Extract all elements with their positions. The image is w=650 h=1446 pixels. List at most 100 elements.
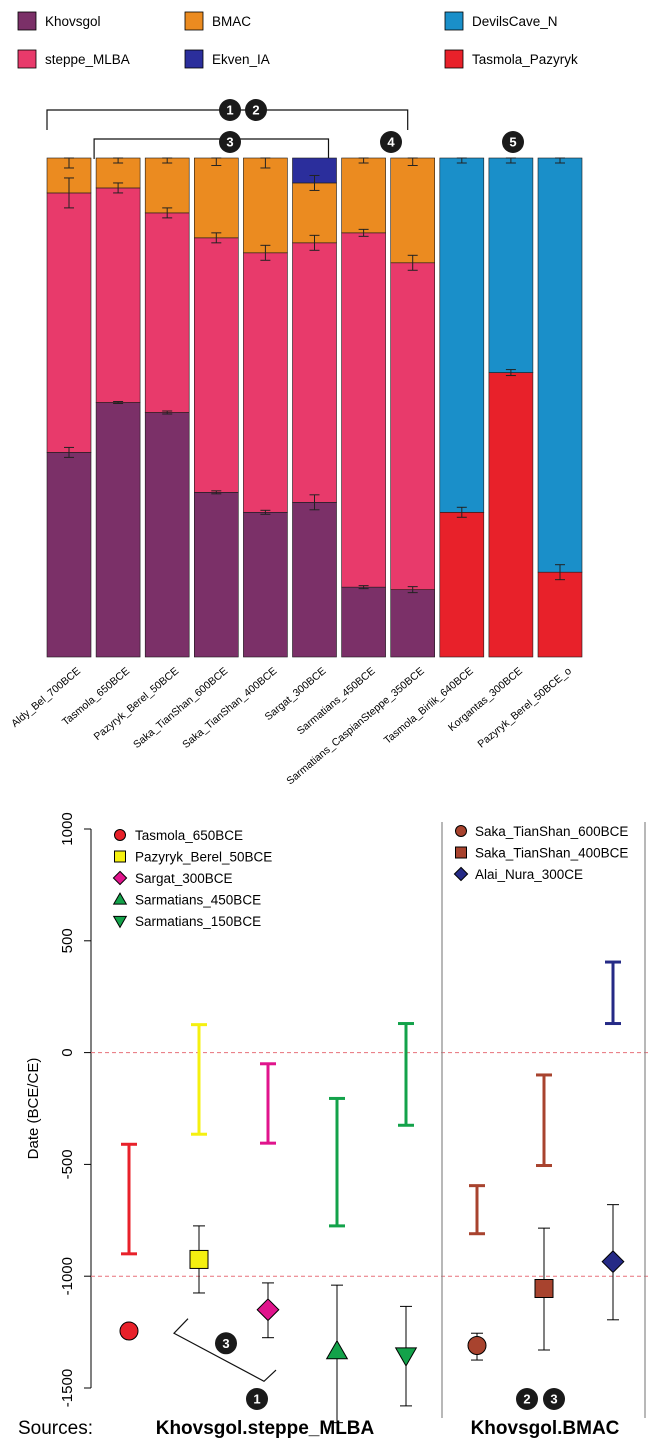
legend-label-BMAC: BMAC [212, 14, 251, 29]
panel-badge-2-circle [516, 1388, 538, 1410]
panel-badge-2-label: 2 [523, 1392, 530, 1407]
source-label-left: Khovsgol.steppe_MLBA [156, 1418, 375, 1439]
bar-segment-Pazyryk_Berel_50BCE_o-Tasmola_Pazyryk [537, 571, 583, 658]
legend-label-Tasmola_Pazyryk: Tasmola_Pazyryk [472, 52, 578, 67]
bar-segment-Pazyryk_Berel_50BCE_o-DevilsCave_N [537, 157, 583, 573]
category-label-Saka_TianShan_400BCE: Saka_TianShan_400BCE [180, 665, 279, 751]
bar-segment-Sargat_300BCE-Khovsgol [292, 502, 337, 658]
scatter-legend-item-Pazyryk_Berel_50BCE: Pazyryk_Berel_50BCE [114, 850, 272, 865]
sources-label: Sources: [18, 1418, 93, 1439]
data-column-Sargat_300BCE [256, 1062, 280, 1339]
bar-segment-Sarmatians_CaspianSteppe_350BCE-BMAC [390, 157, 436, 264]
badge-1-label: 1 [226, 103, 233, 118]
error-bar-Pazyryk_Berel_50BCE_o-Khovsgol [555, 564, 565, 581]
category-label-Saka_TianShan_600BCE: Saka_TianShan_600BCE [131, 665, 230, 751]
badge-4-label: 4 [387, 135, 395, 150]
scatter-legend-label-Pazyryk_Berel_50BCE: Pazyryk_Berel_50BCE [135, 850, 272, 865]
error-bar-Tasmola_650BCE-steppe_MLBA [113, 182, 124, 194]
scatter-legend-label-Alai_Nura_300CE: Alai_Nura_300CE [475, 867, 583, 882]
plot-badge-3-circle [215, 1332, 237, 1355]
scatter-legend-marker-Tasmola_650BCE [114, 829, 126, 841]
bar-segment-Korgantas_300BCE-DevilsCave_N [488, 157, 534, 373]
error-bar-Pazyryk_Berel_50BCE-BMAC [162, 157, 173, 164]
scatter-legend-item-Saka_TianShan_400BCE: Saka_TianShan_400BCE [455, 846, 628, 861]
bar-segment-Saka_TianShan_400BCE-Khovsgol [243, 511, 288, 658]
badge-5-label: 5 [509, 135, 516, 150]
scatter-legend-item-Sarmatians_150BCE: Sarmatians_150BCE [112, 914, 261, 929]
date-scatter-plot: -1500 -1000 -500 0 500 1000 Date (BCE/CE) Tasmo… [18, 812, 650, 1439]
scatter-legend-item-Saka_TianShan_600BCE: Saka_TianShan_600BCE [455, 824, 628, 839]
scatter-legend-label-Tasmola_650BCE: Tasmola_650BCE [135, 828, 243, 843]
legend-label-Khovsgol: Khovsgol [45, 14, 101, 29]
error-bar-Sargat_300BCE-BMAC [309, 174, 320, 191]
estimate-marker-Sargat_300BCE [256, 1298, 280, 1322]
error-bar-Sarmatians_450BCE-steppe_MLBA [358, 228, 369, 237]
bar-segment-Saka_TianShan_400BCE-steppe_MLBA [243, 252, 288, 513]
data-column-Alai_Nura_300CE [601, 960, 625, 1321]
badge-4-circle [380, 131, 402, 153]
bar-segment-Tasmola_650BCE-steppe_MLBA [95, 187, 141, 403]
stacked-bar-chart [46, 157, 583, 658]
data-column-Saka_TianShan_400BCE [534, 1073, 554, 1351]
badge-2: 2 [245, 99, 267, 121]
scatter-legend-marker-Sarmatians_450BCE [112, 892, 128, 905]
estimate-marker-Tasmola_650BCE [119, 1321, 139, 1341]
scatter-legend-item-Alai_Nura_300CE: Alai_Nura_300CE [453, 866, 583, 882]
scatter-legend-item-Sargat_300BCE: Sargat_300BCE [112, 870, 233, 886]
scatter-legend-label-Saka_TianShan_600BCE: Saka_TianShan_600BCE [475, 824, 628, 839]
badge-3-label: 3 [226, 135, 233, 150]
group-brackets: 1 2 3 4 5 [46, 99, 524, 159]
bar-segment-Sargat_300BCE-steppe_MLBA [292, 242, 337, 503]
bracket-comparison-3 [173, 1318, 277, 1383]
bar-segment-Pazyryk_Berel_50BCE-BMAC [144, 157, 190, 214]
estimate-marker-Sarmatians_150BCE [394, 1347, 418, 1367]
bar-segment-Tasmola_Birlik_640BCE-DevilsCave_N [439, 157, 485, 513]
bar-segment-Sarmatians_CaspianSteppe_350BCE-steppe_MLBA [390, 262, 436, 590]
legend-item-Ekven_IA: Ekven_IA [184, 49, 270, 69]
error-bar-Tasmola_650BCE-BMAC [113, 157, 124, 164]
error-bar-Tasmola_Birlik_640BCE-BMAC [456, 157, 467, 164]
bar-category-labels: Aldy_Bel_700BCETasmola_650BCEPazyryk_Ber… [9, 665, 574, 787]
legend-item-BMAC: BMAC [184, 11, 251, 31]
plot-badge-3: 3 [215, 1332, 237, 1355]
y-tick-label--1000: -1000 [59, 1257, 76, 1295]
y-tick-label-1000: 1000 [59, 812, 76, 845]
bar-segment-Sargat_300BCE-BMAC [292, 182, 337, 244]
estimate-marker-Saka_TianShan_400BCE [534, 1278, 554, 1298]
legend: Khovsgol steppe_MLBA BMAC Ekven_IA DevilsCav… [17, 11, 578, 69]
y-tick-label--500: -500 [59, 1149, 76, 1179]
error-bar-Sarmatians_450BCE-BMAC [358, 157, 369, 164]
panel-badge-1-circle [246, 1388, 268, 1410]
error-bar-Saka_TianShan_400BCE-BMAC [260, 157, 271, 169]
legend-item-steppe_MLBA: steppe_MLBA [17, 49, 130, 69]
scatter-legend-label-Sargat_300BCE: Sargat_300BCE [135, 871, 233, 886]
badge-2-circle [245, 99, 267, 121]
legend-label-steppe_MLBA: steppe_MLBA [45, 52, 130, 67]
error-bar-Sargat_300BCE-steppe_MLBA [309, 234, 320, 251]
error-bar-Saka_TianShan_400BCE-Khovsgol [260, 509, 271, 515]
error-bar-Sarmatians_CaspianSteppe_350BCE-steppe_MLBA [407, 254, 418, 271]
scatter-legend-marker-Sarmatians_150BCE [112, 915, 128, 929]
error-bar-Korgantas_300BCE-BMAC [505, 157, 516, 164]
legend-item-Khovsgol: Khovsgol [17, 11, 101, 31]
bar-segment-Pazyryk_Berel_50BCE-Khovsgol [144, 412, 190, 658]
plot-badge-3-label: 3 [222, 1336, 229, 1351]
error-bar-Saka_TianShan_400BCE-steppe_MLBA [260, 244, 271, 261]
bar-segment-Sarmatians_450BCE-Khovsgol [341, 586, 386, 658]
error-bar-Sarmatians_CaspianSteppe_350BCE-BMAC [407, 157, 418, 166]
estimate-marker-Pazyryk_Berel_50BCE [189, 1249, 209, 1269]
badge-5: 5 [502, 131, 524, 153]
legend-item-Tasmola_Pazyryk: Tasmola_Pazyryk [444, 49, 578, 69]
source-label-right: Khovsgol.BMAC [471, 1418, 620, 1439]
panel-badge-3-label: 3 [550, 1392, 557, 1407]
scatter-legend-marker-Saka_TianShan_600BCE [455, 825, 467, 837]
scatter-legend-item-Sarmatians_450BCE: Sarmatians_450BCE [112, 892, 261, 908]
legend-swatch-Ekven_IA [184, 49, 204, 69]
error-bar-Pazyryk_Berel_50BCE_o-BMAC [555, 157, 565, 164]
bar-segment-Sarmatians_450BCE-steppe_MLBA [341, 232, 386, 588]
estimate-marker-Sarmatians_450BCE [325, 1339, 349, 1360]
error-bar-Tasmola_650BCE-Khovsgol [113, 401, 124, 405]
error-bar-Korgantas_300BCE-Khovsgol [505, 369, 516, 377]
data-column-Sarmatians_150BCE [394, 1022, 418, 1407]
